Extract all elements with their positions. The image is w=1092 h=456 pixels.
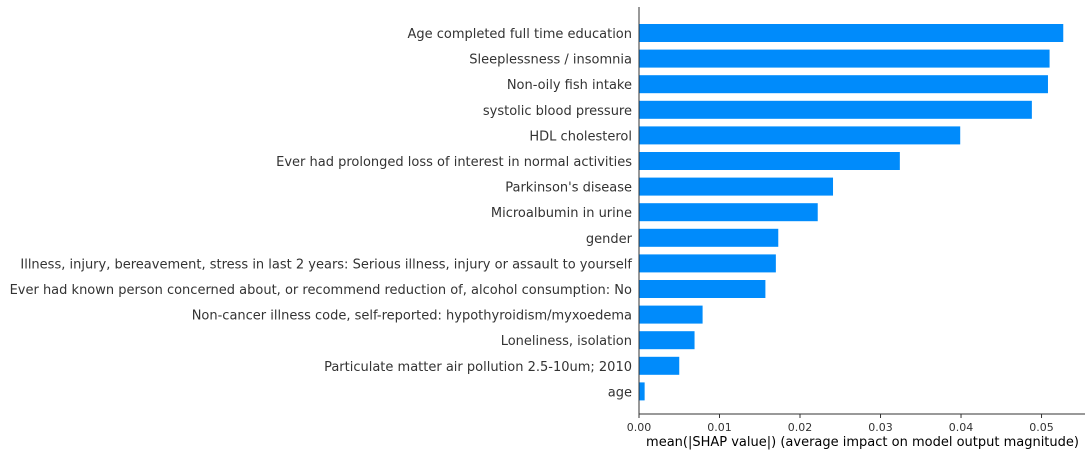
bar-14 xyxy=(639,382,645,401)
category-label-11: Non-cancer illness code, self-reported: … xyxy=(192,309,632,324)
category-label-7: Microalbumin in urine xyxy=(491,206,632,221)
category-label-4: HDL cholesterol xyxy=(529,129,632,144)
x-axis-title: mean(|SHAP value|) (average impact on mo… xyxy=(646,435,1079,450)
bar-7 xyxy=(639,203,818,222)
x-tick-label-1: 0.01 xyxy=(707,421,732,434)
bar-8 xyxy=(639,228,779,247)
bars-group xyxy=(639,24,1064,401)
bar-12 xyxy=(639,331,695,350)
bar-10 xyxy=(639,280,766,298)
bar-1 xyxy=(639,49,1050,68)
bar-13 xyxy=(639,356,680,375)
x-tick-label-3: 0.03 xyxy=(868,421,893,434)
bar-11 xyxy=(639,305,703,324)
x-ticks: 0.00 0.01 0.02 0.03 0.04 0.05 xyxy=(627,414,1054,434)
bar-5 xyxy=(639,152,900,170)
category-label-9: Illness, injury, bereavement, stress in … xyxy=(20,257,632,272)
x-tick-label-0: 0.00 xyxy=(627,421,652,434)
bar-2 xyxy=(639,75,1048,94)
bar-3 xyxy=(639,100,1032,119)
category-label-10: Ever had known person concerned about, o… xyxy=(10,283,632,298)
category-label-5: Ever had prolonged loss of interest in n… xyxy=(276,155,632,170)
category-label-14: age xyxy=(608,385,632,400)
bar-0 xyxy=(639,24,1064,42)
category-label-12: Loneliness, isolation xyxy=(501,334,632,349)
category-label-8: gender xyxy=(586,232,633,247)
category-label-1: Sleeplessness / insomnia xyxy=(469,53,632,68)
category-labels: Age completed full time education Sleeple… xyxy=(10,27,633,400)
category-label-6: Parkinson's disease xyxy=(505,181,632,196)
bar-6 xyxy=(639,177,834,196)
category-label-0: Age completed full time education xyxy=(407,27,632,42)
category-label-3: systolic blood pressure xyxy=(483,104,632,119)
x-tick-label-2: 0.02 xyxy=(788,421,813,434)
bar-9 xyxy=(639,254,776,273)
x-tick-label-4: 0.04 xyxy=(949,421,974,434)
category-label-2: Non-oily fish intake xyxy=(507,78,632,93)
x-tick-label-5: 0.05 xyxy=(1029,421,1054,434)
bar-4 xyxy=(639,126,961,145)
category-label-13: Particulate matter air pollution 2.5-10u… xyxy=(324,360,632,375)
